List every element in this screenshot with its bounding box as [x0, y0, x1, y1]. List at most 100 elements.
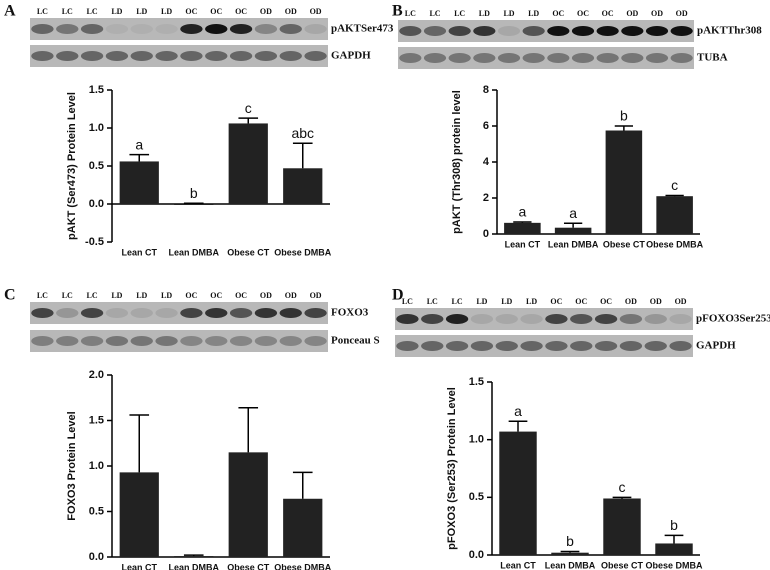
lane-label: LD — [528, 9, 539, 18]
blot-band — [254, 24, 278, 34]
lane-label: OD — [676, 9, 688, 18]
blot-band — [205, 51, 228, 61]
lane-label: LC — [37, 291, 48, 300]
lane-label: OD — [260, 291, 272, 300]
y-tick-label: 1.5 — [469, 376, 484, 388]
y-tick-label: 0.0 — [469, 549, 484, 561]
blot-label: pAKTSer473 — [331, 23, 394, 35]
blot-band — [594, 314, 618, 324]
y-tick-label: -0.5 — [85, 236, 104, 248]
blot-band — [205, 336, 228, 346]
blot-band — [279, 336, 302, 346]
significance-letter: c — [671, 177, 678, 193]
blot-band — [619, 314, 643, 324]
bar — [603, 498, 641, 555]
blot-label: pAKTThr308 — [697, 25, 762, 37]
x-tick-label: Obese CT — [227, 247, 270, 257]
y-axis-label: pAKT (Thr308) protein level — [451, 90, 463, 234]
blot-band — [423, 53, 447, 63]
lane-label: LD — [136, 7, 147, 16]
blot-band — [448, 53, 471, 63]
panel-letter: D — [392, 287, 404, 304]
blot-band — [31, 51, 54, 61]
blot-band — [56, 336, 79, 346]
blot-band — [130, 308, 153, 318]
x-tick-label: Obese DMBA — [274, 247, 332, 257]
blot-band — [180, 24, 203, 34]
y-tick-label: 1.5 — [89, 414, 104, 426]
blot-band — [279, 24, 302, 34]
bar — [174, 556, 214, 558]
lane-label: LD — [161, 291, 172, 300]
blot-band — [279, 308, 302, 318]
blot-band — [180, 308, 203, 318]
lane-label: OD — [625, 297, 637, 306]
y-tick-label: 0 — [483, 228, 489, 240]
lane-label: LD — [503, 9, 514, 18]
x-tick-label: Lean DMBA — [168, 562, 219, 570]
blot-band — [229, 308, 253, 318]
blot-band — [56, 24, 79, 34]
blot-band — [547, 53, 570, 63]
x-tick-label: Lean CT — [121, 562, 157, 570]
blot-band — [669, 314, 692, 324]
lane-label: OC — [602, 9, 614, 18]
lane-label: LC — [62, 7, 73, 16]
blot-band — [105, 336, 129, 346]
blot-band — [399, 53, 422, 63]
x-tick-label: Lean DMBA — [168, 247, 219, 257]
blot-label: GAPDH — [696, 340, 736, 352]
bar — [119, 472, 159, 557]
bar — [504, 222, 541, 234]
blot-band — [304, 308, 327, 318]
blot-band — [31, 308, 54, 318]
blot-label: pFOXO3Ser253 — [696, 313, 770, 325]
blot-strip — [398, 20, 694, 42]
blot-band — [445, 341, 469, 351]
lane-label: LC — [452, 297, 463, 306]
lane-label: LD — [476, 297, 487, 306]
x-tick-label: Obese DMBA — [645, 560, 703, 570]
y-tick-label: 4 — [483, 156, 490, 168]
blot-band — [254, 308, 278, 318]
x-tick-label: Lean DMBA — [548, 239, 599, 249]
blot-band — [644, 314, 667, 324]
x-tick-label: Obese DMBA — [646, 239, 704, 249]
lane-label: OC — [185, 291, 197, 300]
lane-label: LC — [427, 297, 438, 306]
significance-letter: c — [245, 100, 252, 116]
blot-band — [497, 26, 521, 36]
blot-band — [448, 26, 471, 36]
bar — [655, 543, 693, 555]
lane-label: LC — [37, 7, 48, 16]
blot-band — [205, 308, 228, 318]
blot-band — [130, 24, 153, 34]
blot-strip — [30, 302, 328, 324]
lane-label: OD — [650, 297, 662, 306]
blot-band — [470, 341, 494, 351]
bar — [499, 431, 537, 555]
y-tick-label: 6 — [483, 120, 489, 132]
significance-letter: b — [566, 533, 574, 549]
lane-label: LD — [161, 7, 172, 16]
x-tick-label: Obese CT — [227, 562, 270, 570]
blot-band — [56, 51, 79, 61]
panel-letter: A — [4, 3, 16, 20]
blot-band — [105, 24, 129, 34]
x-tick-label: Obese DMBA — [274, 562, 332, 570]
significance-letter: b — [670, 517, 678, 533]
lane-label: LC — [87, 291, 98, 300]
y-tick-label: 1.5 — [89, 84, 104, 96]
blot-label: GAPDH — [331, 50, 371, 62]
blot-strip — [395, 308, 693, 330]
blot-strip — [395, 335, 693, 357]
significance-letter: a — [569, 205, 577, 221]
blot-band — [495, 341, 518, 351]
lane-label: OC — [235, 7, 247, 16]
blot-band — [545, 314, 568, 324]
blot-band — [571, 53, 595, 63]
lane-label: OC — [550, 297, 562, 306]
y-tick-label: 0.0 — [89, 551, 104, 563]
blot-band — [56, 308, 79, 318]
blot-band — [594, 341, 618, 351]
